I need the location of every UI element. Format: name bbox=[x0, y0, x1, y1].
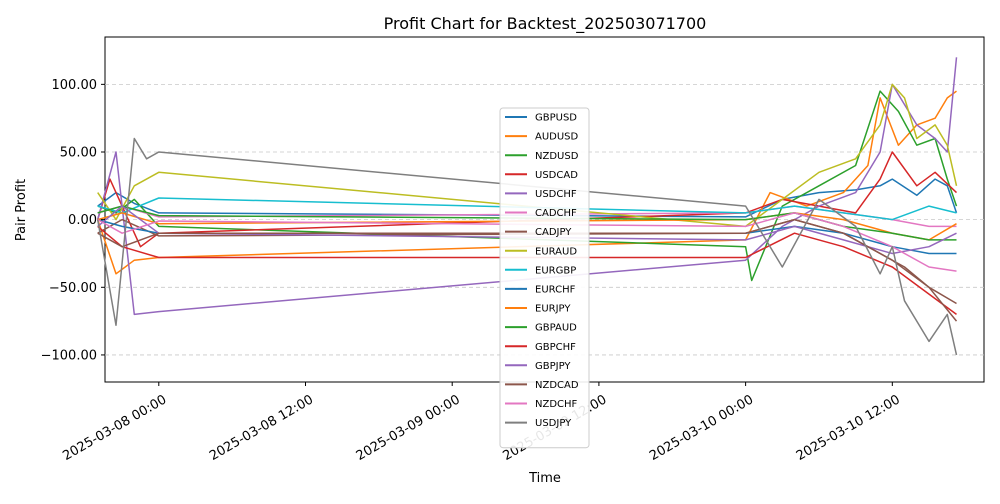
legend-label: NZDCAD bbox=[535, 380, 579, 391]
legend-label: EURCHF bbox=[535, 285, 576, 296]
series-line-audusd bbox=[96, 90, 957, 275]
legend-label: CADJPY bbox=[535, 227, 572, 238]
legend-label: NZDUSD bbox=[535, 151, 579, 162]
x-tick-label: 2025-03-08 12:00 bbox=[207, 392, 316, 464]
x-tick-label: 2025-03-10 00:00 bbox=[647, 392, 756, 464]
y-tick-label: 50.00 bbox=[60, 146, 97, 161]
legend-label: CADCHF bbox=[535, 208, 577, 219]
series-line-nzdchf bbox=[97, 212, 957, 272]
series-line-usdcad bbox=[96, 151, 958, 248]
legend-label: GBPUSD bbox=[535, 113, 577, 124]
x-tick-label: 2025-03-10 12:00 bbox=[794, 392, 903, 464]
x-tick-label: 2025-03-09 00:00 bbox=[354, 392, 463, 464]
legend-label: USDCAD bbox=[535, 170, 578, 181]
series-line-nzdcad bbox=[97, 218, 958, 322]
y-tick-label: −100.00 bbox=[41, 348, 97, 363]
legend-label: EURGBP bbox=[535, 265, 576, 276]
series-lines bbox=[96, 57, 958, 356]
series-line-gbpjpy bbox=[97, 205, 957, 255]
legend-label: EURAUD bbox=[535, 246, 577, 257]
chart-title: Profit Chart for Backtest_202503071700 bbox=[384, 14, 707, 34]
x-tick-label: 2025-03-08 00:00 bbox=[60, 392, 169, 464]
legend-label: AUDUSD bbox=[535, 132, 579, 143]
y-axis: −100.00 −50.00 0.00 50.00 100.00 bbox=[41, 78, 105, 363]
legend: GBPUSD AUDUSD NZDUSD USDCAD USDCHF CADCHF CADJ… bbox=[499, 107, 590, 449]
x-axis: 2025-03-08 00:00 2025-03-08 12:00 2025-03-… bbox=[60, 382, 903, 464]
legend-label: GBPJPY bbox=[535, 361, 571, 372]
y-tick-label: −50.00 bbox=[49, 281, 97, 296]
legend-label: GBPCHF bbox=[535, 342, 576, 353]
series-line-gbpchf bbox=[97, 225, 957, 316]
series-line-nzdusd bbox=[97, 90, 958, 282]
y-axis-label: Pair Profit bbox=[14, 179, 29, 241]
series-line-euraud bbox=[97, 83, 958, 228]
legend-label: USDJPY bbox=[535, 418, 572, 429]
x-axis-label: Time bbox=[528, 471, 561, 486]
legend-label: EURJPY bbox=[535, 304, 571, 315]
legend-label: NZDCHF bbox=[535, 399, 578, 410]
y-tick-label: 100.00 bbox=[52, 78, 98, 93]
legend-label: GBPAUD bbox=[535, 323, 577, 334]
legend-label: USDCHF bbox=[535, 189, 577, 200]
series-line-usdchf bbox=[96, 57, 958, 316]
y-tick-label: 0.00 bbox=[68, 213, 97, 228]
series-line-eurgbp bbox=[97, 197, 957, 221]
series-line-usdjpy bbox=[96, 137, 958, 356]
